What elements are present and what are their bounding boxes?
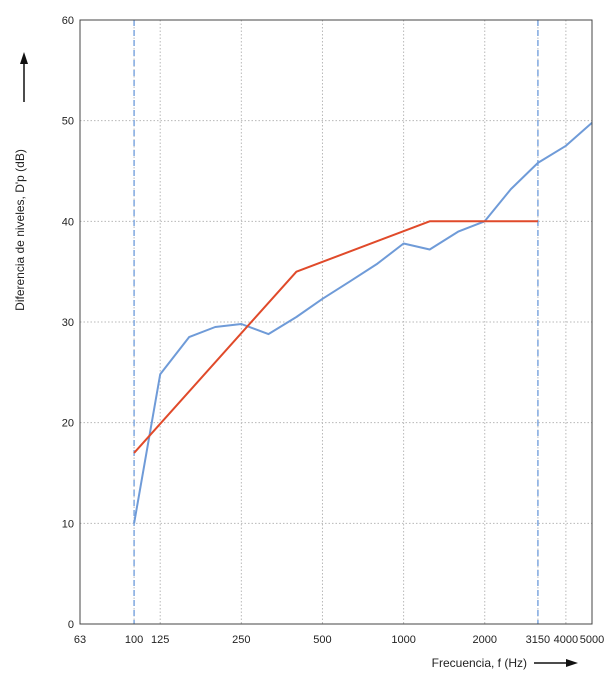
x-tick-label: 5000 xyxy=(580,634,604,646)
plot-frame xyxy=(79,19,593,625)
x-tick-label: 4000 xyxy=(554,634,578,646)
x-axis-label: Frecuencia, f (Hz) xyxy=(432,656,527,670)
grid xyxy=(79,19,593,625)
x-tick-label: 250 xyxy=(232,634,250,646)
y-tick-label: 0 xyxy=(68,619,74,631)
series-line-0 xyxy=(133,121,593,524)
y-axis-arrow xyxy=(20,52,28,102)
y-tick-label: 30 xyxy=(62,317,74,329)
x-tick-label: 500 xyxy=(313,634,331,646)
y-tick-label: 40 xyxy=(62,216,74,228)
x-tick-label: 1000 xyxy=(391,634,415,646)
y-tick-labels: 0 10 20 30 40 50 60 xyxy=(62,15,74,631)
y-tick-label: 50 xyxy=(62,116,74,128)
y-tick-label: 20 xyxy=(62,418,74,430)
x-tick-label: 125 xyxy=(151,634,169,646)
x-tick-labels: 63 100 125 250 500 1000 2000 3150 4000 5000 xyxy=(74,634,604,646)
reference-lines xyxy=(133,20,539,624)
y-axis-label: Diferencia de niveles, D'p (dB) xyxy=(13,149,27,311)
x-tick-label: 2000 xyxy=(473,634,497,646)
x-tick-label: 100 xyxy=(125,634,143,646)
series-layer xyxy=(133,121,593,524)
y-tick-label: 10 xyxy=(62,518,74,530)
y-tick-label: 60 xyxy=(62,15,74,27)
series-line-1 xyxy=(133,220,538,454)
x-axis-arrow xyxy=(534,659,578,667)
x-tick-label: 63 xyxy=(74,634,86,646)
x-tick-label: 3150 xyxy=(526,634,550,646)
